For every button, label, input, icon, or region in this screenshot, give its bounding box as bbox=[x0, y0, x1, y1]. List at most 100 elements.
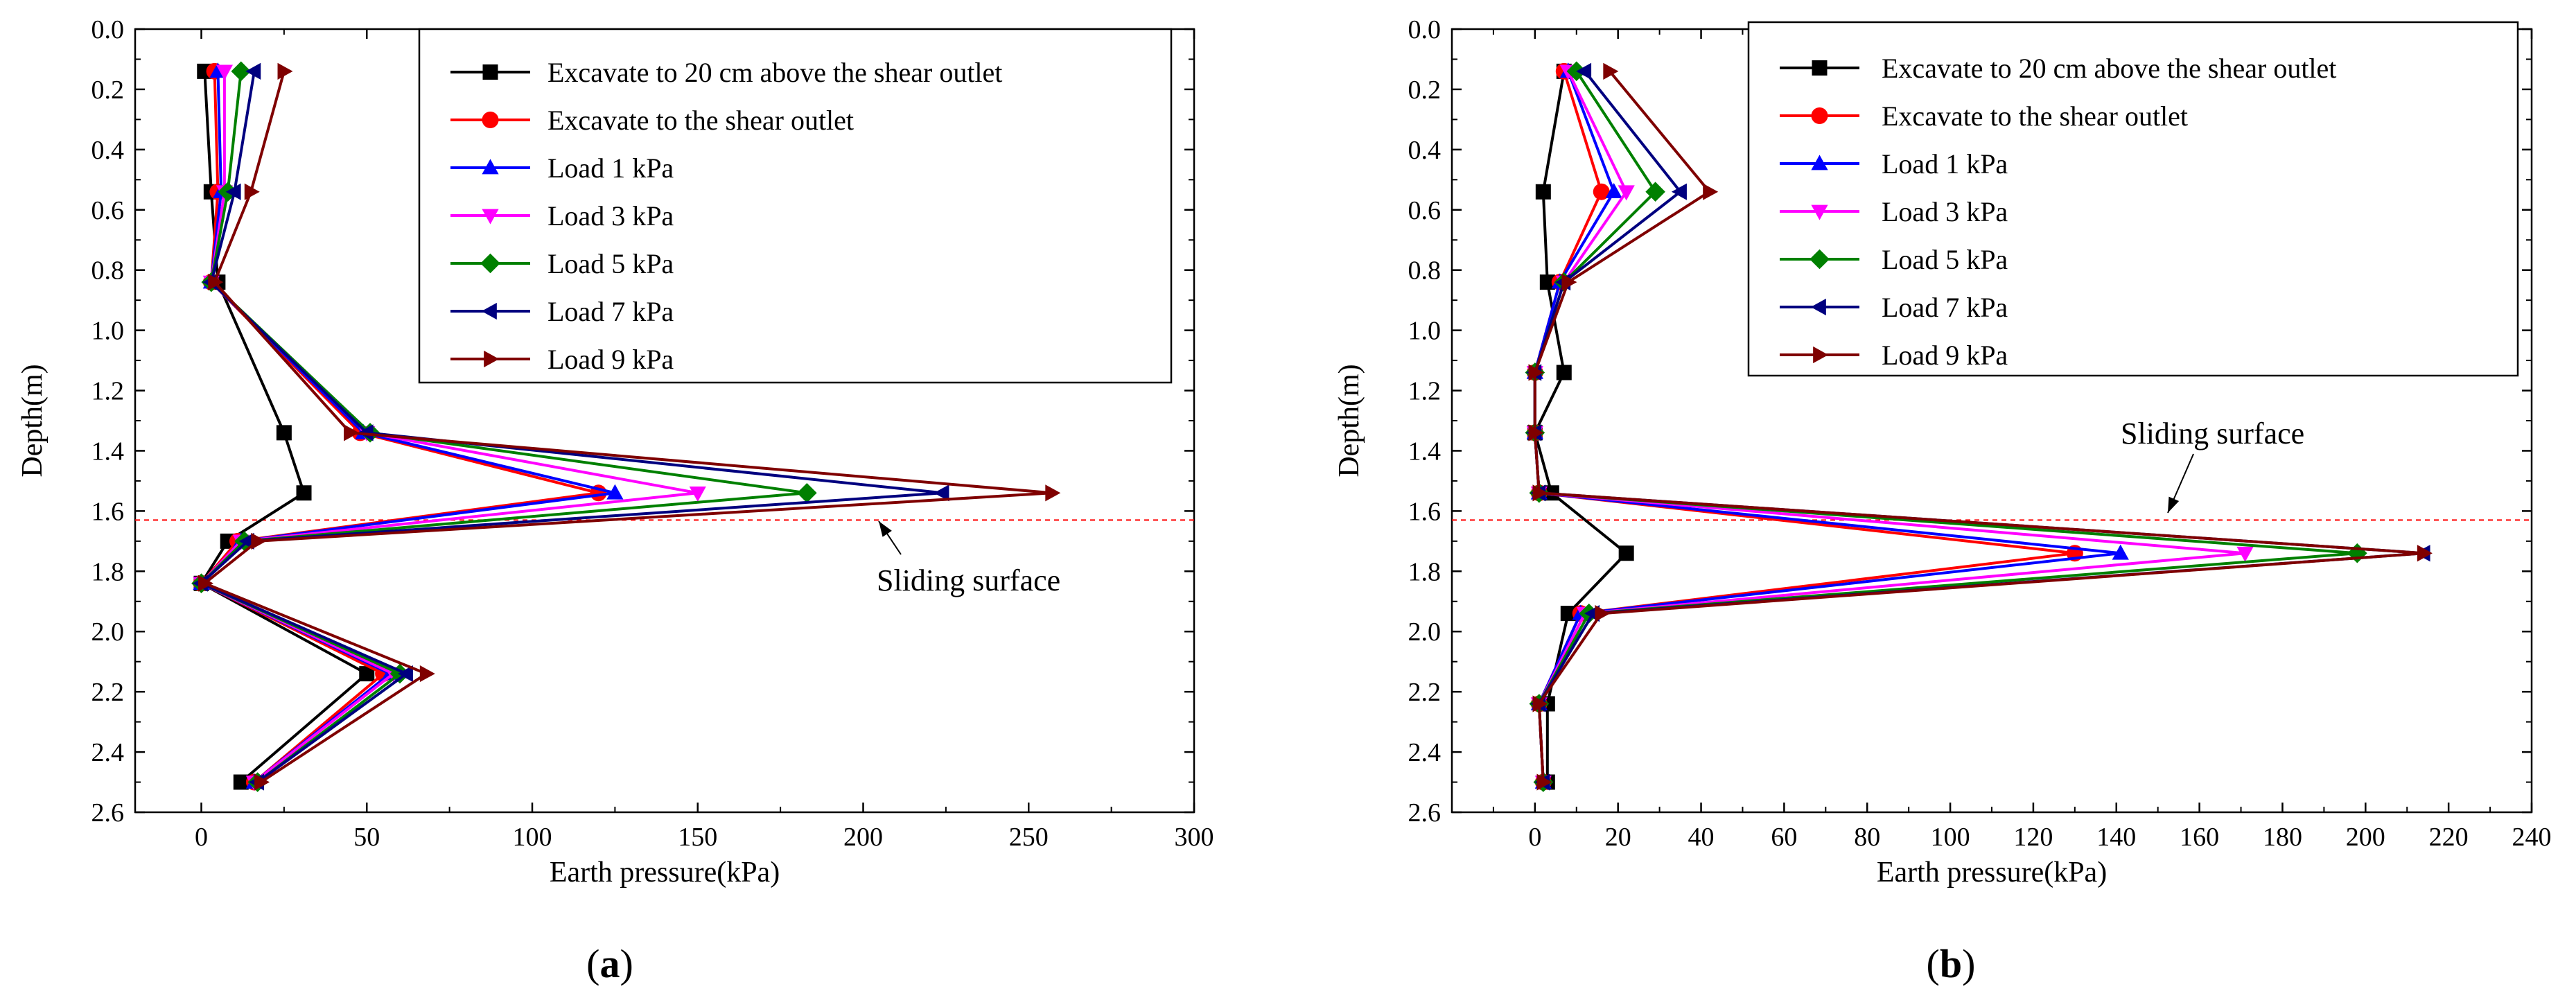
data-point bbox=[276, 425, 292, 441]
data-point bbox=[277, 62, 293, 80]
legend-item: Load 5 kPa bbox=[1780, 244, 2008, 275]
data-point bbox=[233, 774, 249, 790]
x-tick-label: 250 bbox=[1009, 823, 1049, 852]
legend-marker bbox=[1811, 204, 1828, 220]
y-tick-label: 0.0 bbox=[1408, 15, 1442, 44]
legend-item: Load 9 kPa bbox=[450, 344, 674, 375]
legend-item: Load 7 kPa bbox=[1780, 292, 2008, 323]
legend-marker bbox=[481, 302, 497, 320]
legend-label: Load 1 kPa bbox=[1882, 148, 2008, 179]
data-point bbox=[1593, 183, 1610, 200]
data-point bbox=[198, 575, 213, 592]
sliding-surface-label: Sliding surface bbox=[2121, 417, 2304, 450]
legend-marker bbox=[482, 112, 499, 128]
series-line bbox=[1533, 71, 1628, 782]
data-point bbox=[1618, 545, 1634, 561]
data-point bbox=[1605, 183, 1622, 199]
legend-marker bbox=[482, 209, 499, 225]
legend-label: Load 5 kPa bbox=[1882, 244, 2008, 275]
data-point bbox=[1528, 364, 1544, 381]
legend: Excavate to 20 cm above the shear outlet… bbox=[1747, 21, 2519, 377]
y-tick-label: 1.4 bbox=[91, 437, 125, 466]
x-tick-label: 40 bbox=[1688, 823, 1715, 852]
y-tick-label: 1.2 bbox=[1408, 377, 1442, 406]
y-tick-label: 2.4 bbox=[91, 738, 125, 767]
data-point bbox=[244, 183, 260, 200]
y-tick-label: 2.0 bbox=[1408, 618, 1442, 647]
data-point bbox=[1645, 182, 1665, 202]
x-tick-label: 50 bbox=[353, 823, 380, 852]
x-tick-label: 80 bbox=[1854, 823, 1880, 852]
data-point bbox=[2417, 545, 2433, 562]
legend-label: Excavate to the shear outlet bbox=[1882, 100, 2188, 132]
annotation-arrowhead bbox=[879, 521, 892, 537]
y-tick-label: 1.8 bbox=[91, 557, 125, 586]
y-tick-label: 2.6 bbox=[91, 798, 125, 828]
legend-marker bbox=[1812, 60, 1828, 76]
data-point bbox=[1528, 424, 1544, 441]
x-tick-label: 180 bbox=[2263, 823, 2302, 852]
x-tick-label: 200 bbox=[843, 823, 883, 852]
legend-marker bbox=[1813, 346, 1829, 364]
data-point bbox=[208, 273, 224, 291]
data-point bbox=[216, 64, 234, 80]
legend-item: Excavate to 20 cm above the shear outlet bbox=[450, 57, 1002, 88]
legend-box bbox=[418, 28, 1173, 384]
data-point bbox=[934, 484, 949, 502]
y-tick-label: 0.8 bbox=[91, 256, 125, 286]
y-tick-label: 1.8 bbox=[1408, 557, 1442, 586]
legend-marker bbox=[1811, 107, 1828, 124]
legend-box bbox=[1747, 21, 2519, 377]
y-tick-label: 1.0 bbox=[91, 317, 125, 346]
data-point bbox=[1536, 773, 1552, 791]
legend-item: Load 7 kPa bbox=[450, 296, 674, 327]
data-point bbox=[254, 773, 270, 791]
data-point bbox=[231, 61, 252, 82]
legend-item: Load 3 kPa bbox=[1780, 196, 2008, 227]
legend-item: Load 1 kPa bbox=[450, 152, 674, 184]
panel-label: (b) bbox=[1927, 941, 1976, 986]
legend-label: Load 7 kPa bbox=[1882, 292, 2008, 323]
data-point bbox=[1535, 184, 1551, 200]
data-point bbox=[1532, 484, 1548, 502]
x-tick-label: 160 bbox=[2180, 823, 2219, 852]
x-tick-label: 150 bbox=[678, 823, 717, 852]
x-tick-label: 0 bbox=[195, 823, 208, 852]
data-point bbox=[1556, 365, 1572, 380]
data-point bbox=[689, 486, 706, 502]
y-tick-label: 2.2 bbox=[91, 678, 125, 707]
legend-label: Load 1 kPa bbox=[547, 152, 674, 184]
x-tick-label: 240 bbox=[2512, 823, 2552, 852]
x-axis-title: Earth pressure(kPa) bbox=[550, 857, 780, 888]
legend-marker bbox=[1810, 249, 1830, 270]
x-tick-label: 0 bbox=[1528, 823, 1541, 852]
data-point bbox=[2236, 546, 2254, 562]
x-tick-label: 60 bbox=[1771, 823, 1797, 852]
data-point bbox=[1532, 695, 1548, 712]
legend-marker bbox=[480, 253, 500, 274]
data-point bbox=[1560, 606, 1576, 622]
legend-label: Load 5 kPa bbox=[547, 248, 674, 279]
data-point bbox=[2347, 543, 2367, 563]
y-tick-label: 0.2 bbox=[1408, 76, 1442, 105]
data-point bbox=[245, 62, 261, 80]
legend-label: Load 3 kPa bbox=[1882, 196, 2008, 227]
series-line bbox=[1533, 70, 2426, 782]
legend: Excavate to 20 cm above the shear outlet… bbox=[418, 28, 1173, 384]
legend-item: Excavate to the shear outlet bbox=[450, 105, 854, 136]
y-axis-title: Depth(m) bbox=[1333, 364, 1365, 477]
x-tick-label: 100 bbox=[513, 823, 552, 852]
data-point bbox=[225, 183, 241, 200]
x-axis-title: Earth pressure(kPa) bbox=[1877, 857, 2107, 888]
y-tick-label: 0.4 bbox=[1408, 136, 1442, 165]
data-point bbox=[1671, 183, 1687, 200]
legend-item: Excavate to the shear outlet bbox=[1780, 100, 2188, 132]
data-point bbox=[1703, 183, 1719, 200]
y-tick-label: 1.2 bbox=[91, 377, 125, 406]
data-point bbox=[344, 424, 360, 441]
legend-marker bbox=[482, 159, 499, 175]
legend-label: Load 9 kPa bbox=[547, 344, 674, 375]
data-point bbox=[296, 485, 312, 501]
legend-label: Load 3 kPa bbox=[547, 200, 674, 231]
